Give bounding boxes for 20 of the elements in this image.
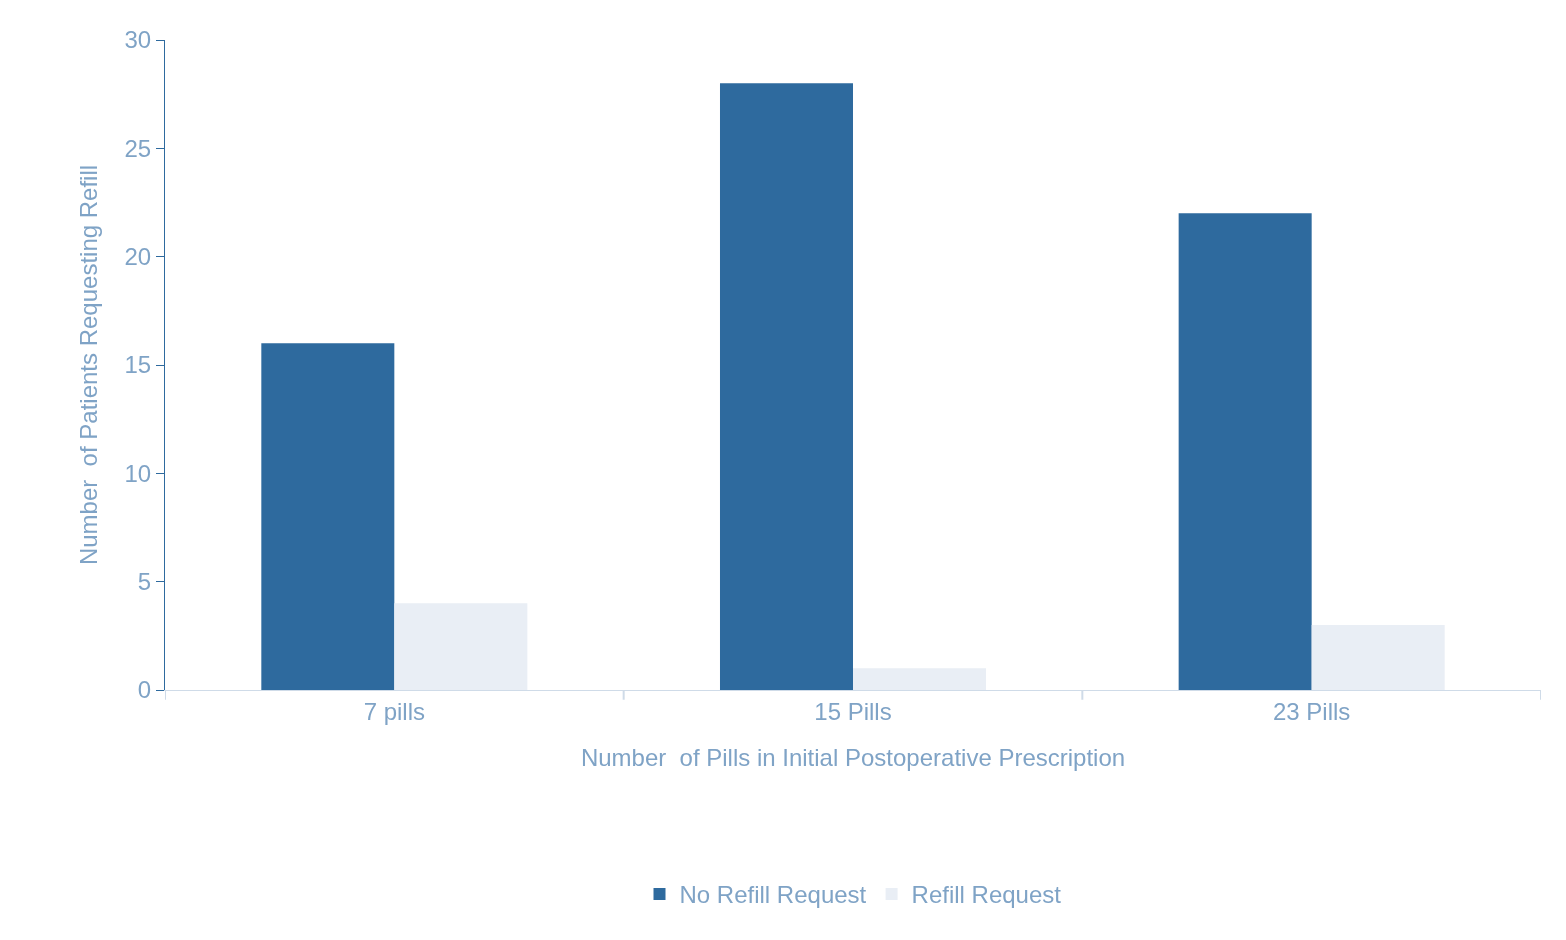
legend-label: Refill Request [911,881,1062,909]
bar [1311,625,1445,690]
legend-label: No Refill Request [679,881,867,909]
x-tick-label: 23 Pills [1272,697,1351,725]
x-axis-title: Number of Pills in Initial Postoperative Prescription [580,744,1126,772]
y-axis-title: Number of Patients Requesting Refill [74,164,102,566]
y-tick-label: 5 [137,568,152,596]
bar [394,603,528,690]
y-tick-label: 15 [124,351,152,379]
y-tick-label: 10 [124,459,152,487]
x-tick-label: 15 Pills [814,697,892,725]
bar [719,83,853,690]
y-tick-label: 25 [124,134,152,162]
bar [261,343,395,690]
bar [853,668,987,690]
bar [1178,213,1312,690]
x-tick-label: 7 pills [363,697,426,725]
y-tick-label: 0 [137,676,152,704]
y-tick-label: 20 [124,243,152,271]
y-tick-label: 30 [124,26,152,54]
